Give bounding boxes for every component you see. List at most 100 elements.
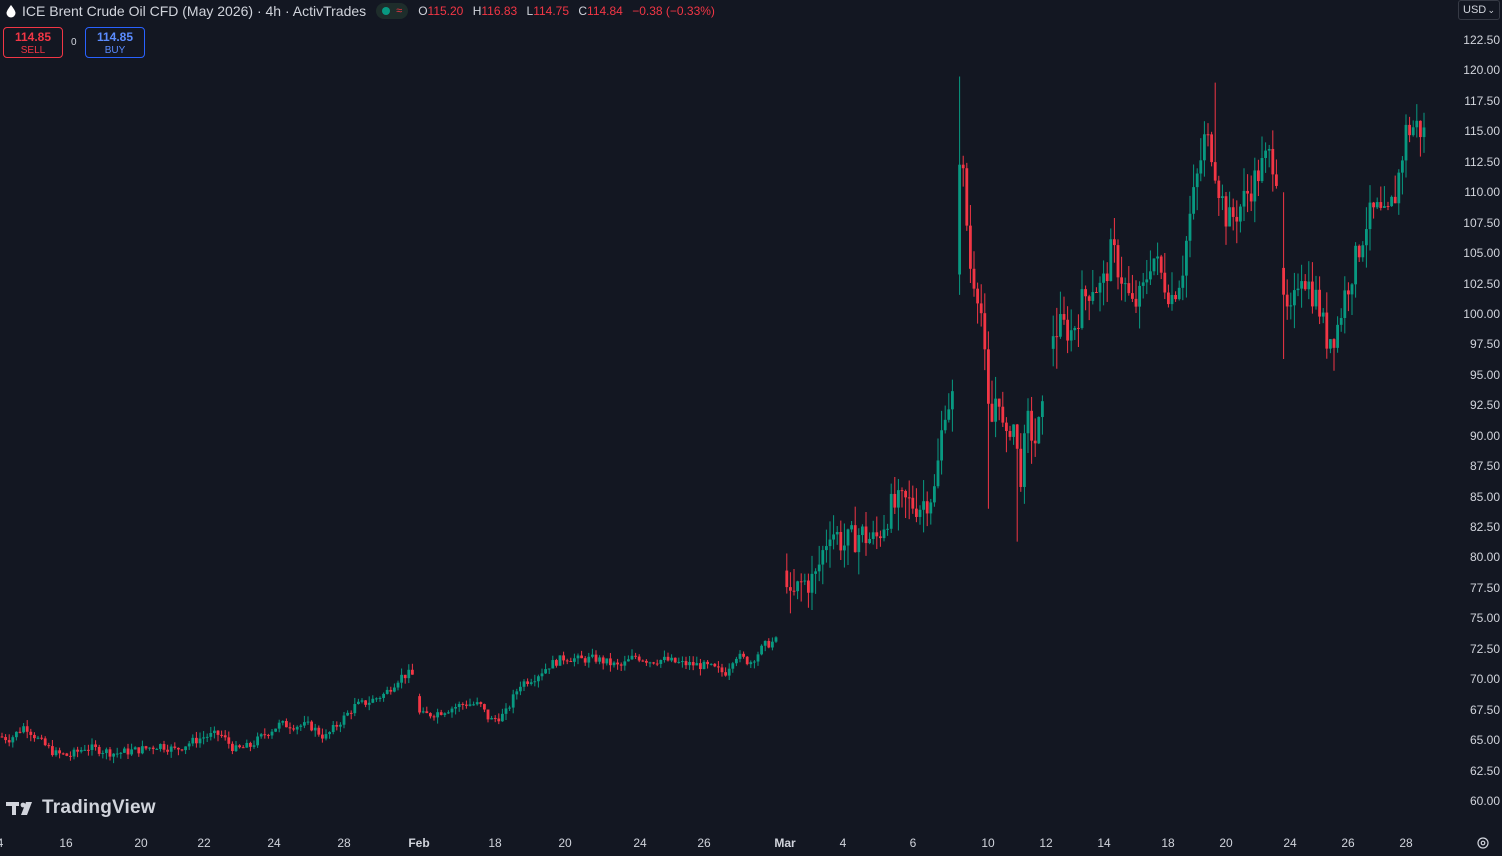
candle-body — [1062, 314, 1066, 320]
candle — [846, 528, 850, 565]
candle-body — [407, 669, 411, 679]
tradingview-logo[interactable]: TradingView — [6, 797, 156, 819]
candle-body — [317, 727, 321, 735]
candle — [529, 678, 533, 686]
candle-body — [565, 660, 569, 662]
candle-body — [54, 750, 58, 756]
candle-body — [0, 736, 4, 738]
candle-body — [670, 657, 673, 661]
time-tick-label: 18 — [1161, 836, 1175, 850]
candle — [1329, 338, 1332, 354]
candle-body — [1375, 202, 1379, 208]
candle — [1231, 198, 1235, 231]
candle-body — [1077, 327, 1080, 329]
candle-body — [641, 660, 645, 662]
candle-body — [619, 664, 623, 666]
candle — [144, 745, 148, 751]
candle-body — [339, 724, 342, 727]
candle — [1066, 306, 1069, 354]
candle-body — [43, 738, 47, 746]
candle — [1123, 277, 1127, 302]
time-tick-label: 26 — [1341, 836, 1355, 850]
candle — [933, 474, 936, 507]
candle-body — [108, 749, 112, 757]
candle-body — [371, 698, 375, 703]
candle-body — [1321, 312, 1325, 317]
candle — [864, 512, 868, 556]
candle-body — [904, 490, 907, 498]
candlestick-chart[interactable] — [0, 0, 1456, 828]
candle — [587, 652, 591, 668]
market-status-pill[interactable]: ≈ — [376, 3, 409, 19]
settings-gear-icon[interactable] — [1476, 836, 1490, 850]
candle-body — [990, 403, 994, 422]
candle-body — [799, 581, 803, 583]
candle — [105, 747, 108, 760]
candle — [195, 731, 198, 748]
candle — [375, 697, 378, 702]
candle — [519, 681, 522, 696]
candle — [1375, 197, 1379, 210]
candle-body — [411, 669, 414, 675]
candle — [51, 739, 54, 757]
candle-body — [861, 526, 864, 536]
candle — [137, 747, 141, 757]
candle-body — [1246, 190, 1249, 194]
candle-body — [191, 737, 195, 744]
candle — [33, 732, 36, 742]
candle — [997, 398, 1001, 421]
candle-body — [223, 735, 227, 738]
chart-area[interactable] — [0, 0, 1456, 828]
candle-body — [1415, 120, 1419, 128]
candle-body — [1037, 417, 1041, 444]
candle — [882, 515, 886, 542]
candle-body — [1271, 148, 1275, 175]
candle — [1365, 207, 1368, 268]
candle-body — [321, 734, 324, 739]
sell-button[interactable]: 114.85 SELL — [3, 27, 63, 58]
candle — [411, 663, 414, 675]
candle-body — [1019, 448, 1023, 487]
candle-body — [101, 753, 105, 755]
candle — [1325, 292, 1329, 359]
candle — [112, 753, 115, 764]
candle-body — [144, 746, 148, 749]
currency-selector[interactable]: USD ⌄ — [1458, 0, 1500, 20]
candle-body — [1213, 162, 1217, 181]
candle — [191, 734, 195, 747]
candle-body — [1368, 202, 1372, 230]
buy-button[interactable]: 114.85 BUY — [85, 27, 145, 58]
candle-body — [1267, 148, 1271, 151]
candle-body — [1329, 339, 1332, 349]
candle — [335, 721, 339, 731]
candle-body — [202, 737, 205, 739]
candle — [371, 695, 375, 704]
symbol-title[interactable]: ICE Brent Crude Oil CFD (May 2026) · 4h … — [22, 3, 367, 19]
buy-price: 114.85 — [96, 30, 134, 44]
candle — [101, 750, 105, 759]
candle — [29, 728, 33, 742]
candle — [184, 746, 187, 755]
candle — [702, 660, 706, 670]
candle-body — [659, 660, 663, 664]
candle-body — [65, 753, 69, 756]
candle — [580, 650, 583, 659]
candle — [130, 743, 133, 756]
price-tick-label: 95.00 — [1469, 367, 1500, 382]
price-axis[interactable]: 122.50 120.00 117.50 115.00 112.50 110.00 107.… — [1456, 0, 1502, 828]
candle — [717, 661, 720, 673]
time-axis[interactable]: 4 16 20 22 24 28 Feb 18 20 24 26 Mar 4 6 10 12 14 18 20 24 2… — [0, 828, 1502, 856]
candle — [493, 715, 497, 723]
candle — [1030, 396, 1033, 464]
candle-body — [547, 668, 551, 670]
candle-body — [555, 660, 558, 666]
candle — [288, 722, 292, 734]
candle-body — [1419, 120, 1422, 138]
candle — [1404, 114, 1408, 178]
candle — [1210, 131, 1213, 167]
candle-body — [393, 687, 396, 692]
candle — [461, 702, 465, 710]
candle-body — [151, 747, 155, 750]
candle-body — [277, 722, 281, 729]
candle — [699, 658, 702, 676]
